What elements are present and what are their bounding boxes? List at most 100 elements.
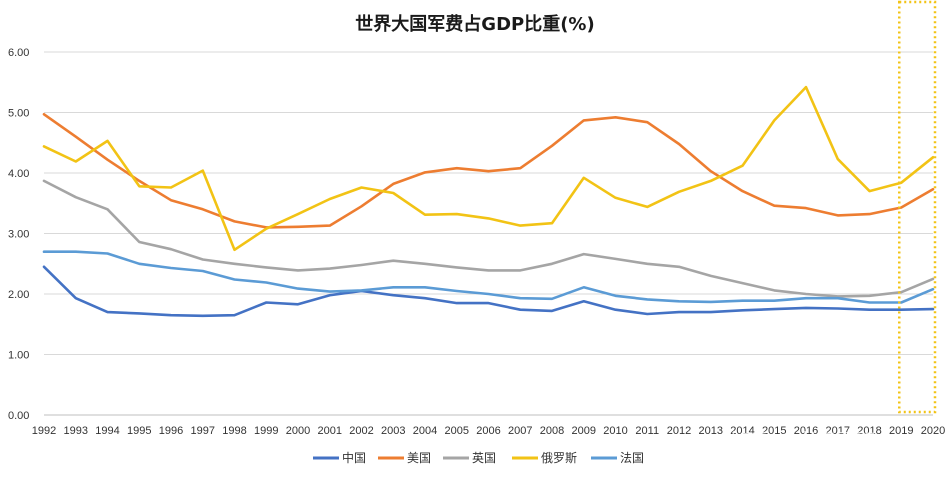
x-tick-label: 2002 [349,425,373,437]
data-point [328,267,331,270]
x-tick-label: 1997 [191,425,215,437]
data-point [265,227,268,230]
y-tick-label: 5.00 [8,108,29,120]
data-point [360,289,363,292]
data-point [328,198,331,200]
data-point [487,217,490,220]
x-tick-label: 2009 [572,425,596,437]
data-point [678,265,680,268]
data-point [932,278,934,280]
data-point [455,213,458,215]
legend-label: 俄罗斯 [541,451,577,465]
data-point [297,303,299,306]
data-point [360,264,363,266]
data-point [551,222,553,225]
legend-label: 英国 [472,451,496,465]
data-point [170,199,172,202]
data-point [900,181,903,184]
x-tick-label: 2006 [476,425,500,437]
data-point [519,308,522,311]
x-tick-label: 1993 [64,425,88,437]
data-point [709,275,712,277]
data-point [138,185,141,188]
data-point [392,294,395,297]
data-point [170,314,172,316]
legend: 中国 美国 英国 俄罗斯 法国 [313,450,644,465]
data-point [297,213,299,215]
data-point [868,190,871,192]
data-point [582,253,585,255]
data-point [646,206,649,208]
data-point [424,297,426,300]
x-tick-label: 2019 [889,425,913,437]
data-point [836,214,839,217]
data-point [424,286,426,289]
data-point [201,208,204,211]
data-point [138,180,141,182]
x-tick-label: 2015 [762,425,786,437]
data-point [582,300,585,303]
data-point [868,301,871,304]
data-point [614,116,617,119]
x-tick-label: 2008 [540,425,564,437]
data-point [201,270,204,272]
data-point [805,297,807,300]
series-lines [42,85,935,318]
data-point [551,310,553,312]
data-point [932,156,934,159]
x-tick-label: 1996 [159,425,183,437]
data-point [900,308,903,311]
data-point [678,190,680,193]
data-point [265,266,268,269]
data-point [836,307,839,310]
watermark: 知乎 @老虎国际 [730,429,876,453]
data-point [741,299,744,302]
x-tick-label: 2001 [318,425,342,437]
data-point [360,186,363,189]
data-point [678,311,680,313]
data-point [678,300,680,303]
y-tick-label: 0.00 [8,410,29,422]
data-point [328,290,331,293]
data-point [519,167,522,169]
x-tick-label: 2012 [667,425,691,437]
data-point [201,314,204,317]
y-tick-label: 3.00 [8,229,29,241]
data-point [773,299,776,302]
data-point [455,302,458,304]
data-point [424,213,426,216]
data-point [170,248,172,251]
series-line-0 [42,265,935,318]
data-point [74,250,77,253]
data-point [519,224,522,227]
data-point [805,293,807,295]
data-point [265,301,268,304]
data-point [868,308,871,311]
x-tick-label: 2016 [794,425,818,437]
data-point [392,192,395,194]
data-point [392,183,395,185]
data-point [424,171,426,174]
x-tick-label: 1992 [32,425,56,437]
data-point [900,301,903,304]
data-point [201,258,204,261]
series-line-3 [42,85,935,252]
x-tick-label: 1995 [127,425,151,437]
data-point [74,297,77,300]
data-point [43,250,45,253]
x-axis-ticks: 1992 1993 1994 1995 1996 1997 1998 1999 2000 2001… [32,425,945,437]
data-point [297,269,299,272]
data-point [424,262,426,265]
data-point [773,308,776,310]
data-point [741,282,744,284]
y-axis-ticks: 0.00 1.00 2.00 3.00 4.00 5.00 6.00 [8,47,29,422]
x-tick-label: 1994 [95,425,119,437]
data-point [233,262,236,265]
data-point [487,302,490,304]
highlight-box [898,0,937,414]
data-point [297,226,299,228]
x-tick-label: 2005 [445,425,469,437]
legend-label: 中国 [342,450,366,465]
legend-label: 法国 [620,451,644,465]
data-point [836,297,839,300]
